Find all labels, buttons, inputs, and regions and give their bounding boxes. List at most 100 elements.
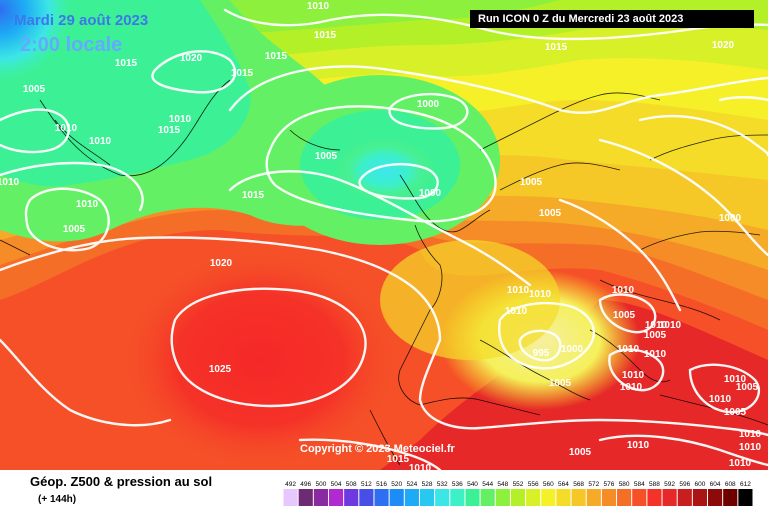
legend-swatch — [480, 489, 495, 506]
legend-tick-label: 564 — [558, 481, 569, 488]
isobar-label: 1010 — [89, 136, 112, 147]
legend-tick-label: 608 — [725, 481, 736, 488]
legend-tick-label: 576 — [604, 481, 615, 488]
isobar-label: 1010 — [659, 320, 682, 331]
isobar-label: 1015 — [242, 190, 265, 201]
legend-tick-label: 552 — [513, 481, 524, 488]
isobar-label: 1010 — [709, 394, 732, 405]
forecast-lead-time: (+ 144h) — [38, 494, 77, 505]
isobar-label: 1000 — [417, 99, 440, 110]
legend-tick-label: 532 — [437, 481, 448, 488]
isobar-label: 1000 — [719, 213, 742, 224]
legend-swatch — [435, 489, 450, 506]
legend-swatch — [541, 489, 556, 506]
isobar-label: 1015 — [115, 58, 138, 69]
isobar-label: 1010 — [620, 382, 643, 393]
isobar-label: 1015 — [265, 51, 288, 62]
isobar-label: 1010 — [739, 442, 762, 453]
legend-swatch — [450, 489, 465, 506]
isobar-label: 1010 — [617, 344, 640, 355]
legend-swatch — [510, 489, 526, 506]
isobar-label: 1010 — [409, 463, 432, 470]
isobar-label: 1005 — [539, 208, 562, 219]
isobar-label: 1000 — [419, 188, 442, 199]
copyright-notice: Copyright © 2023 Meteociel.fr — [300, 443, 455, 455]
isobar-label: 1010 — [0, 177, 20, 188]
legend-swatch — [495, 489, 510, 506]
legend-tick-label: 612 — [740, 481, 751, 488]
isobar-label: 1015 — [387, 454, 410, 465]
isobar-label: 1010 — [612, 285, 635, 296]
map-title: Géop. Z500 & pression au sol — [30, 474, 213, 489]
isobar-label: 1010 — [505, 306, 528, 317]
legend-swatch — [662, 489, 677, 506]
isobar-label: 1010 — [76, 199, 99, 210]
legend-tick-label: 504 — [331, 481, 342, 488]
legend-tick-label: 540 — [467, 481, 478, 488]
legend-tick-label: 524 — [406, 481, 417, 488]
legend-swatch — [677, 489, 692, 506]
isobar-label: 1010 — [529, 289, 552, 300]
legend-tick-label: 544 — [482, 481, 493, 488]
local-time-label: 2:00 locale — [20, 34, 123, 56]
color-scale-legend: 492 496 500 504 508 512 516 520 524 528 532 536 540 5… — [283, 481, 753, 506]
isobar-label: 1005 — [569, 447, 592, 458]
legend-tick-label: 572 — [588, 481, 599, 488]
isobar-label: 1010 — [644, 349, 667, 360]
isobar-label: 1010 — [739, 429, 762, 440]
legend-tick-label: 600 — [695, 481, 706, 488]
isobar-label: 1010 — [724, 374, 747, 385]
legend-swatch — [313, 489, 328, 506]
isobar-label: 1010 — [507, 285, 530, 296]
legend-swatch — [526, 489, 541, 506]
legend-swatch — [632, 489, 647, 506]
isobar-label: 1010 — [622, 370, 645, 381]
isobar-label: 1025 — [209, 364, 232, 375]
legend-swatch — [298, 489, 313, 506]
legend-swatch — [344, 489, 359, 506]
legend-tick-label: 592 — [664, 481, 675, 488]
model-run-banner: Run ICON 0 Z du Mercredi 23 août 2023 — [470, 10, 754, 28]
isobar-label: 1000 — [561, 344, 584, 355]
isobar-label: 1005 — [724, 407, 747, 418]
isobar-label: 1020 — [210, 258, 233, 269]
isobar-label: 1005 — [63, 224, 86, 235]
isobar-label: 1010 — [169, 114, 192, 125]
legend-swatch — [571, 489, 586, 506]
isobar-label: 1005 — [23, 84, 46, 95]
isobar-label: 1010 — [645, 320, 668, 331]
isobar-label: 995 — [533, 348, 550, 359]
isobar-label: 1020 — [712, 40, 735, 51]
legend-swatch — [723, 489, 738, 506]
legend-tick-label: 508 — [346, 481, 357, 488]
legend-swatch — [692, 489, 708, 506]
isobar-label: 1005 — [520, 177, 543, 188]
isobar-label: 1005 — [644, 330, 667, 341]
legend-swatch — [419, 489, 435, 506]
legend-swatch — [374, 489, 389, 506]
legend-tick-label: 584 — [634, 481, 645, 488]
legend-swatch — [556, 489, 571, 506]
legend-tick-label: 512 — [361, 481, 372, 488]
legend-tick-label: 596 — [679, 481, 690, 488]
legend-tick-label: 520 — [391, 481, 402, 488]
legend-swatch — [389, 489, 404, 506]
legend-tick-label: 496 — [300, 481, 311, 488]
legend-tick-label: 568 — [573, 481, 584, 488]
legend-tick-label: 560 — [543, 481, 554, 488]
legend-swatch — [617, 489, 632, 506]
isobar-label: 1010 — [627, 440, 650, 451]
legend-tick-label: 556 — [528, 481, 539, 488]
isobar-label: 1010 — [55, 123, 78, 134]
forecast-date-label: Mardi 29 août 2023 — [14, 12, 149, 29]
legend-tick-label: 588 — [649, 481, 660, 488]
isobar-label: 1005 — [613, 310, 636, 321]
legend-tick-label: 604 — [710, 481, 721, 488]
legend-swatch — [465, 489, 480, 506]
legend-swatch — [738, 489, 753, 506]
legend-swatch — [404, 489, 419, 506]
legend-swatch — [601, 489, 617, 506]
isobar-label: 1015 — [158, 125, 181, 136]
